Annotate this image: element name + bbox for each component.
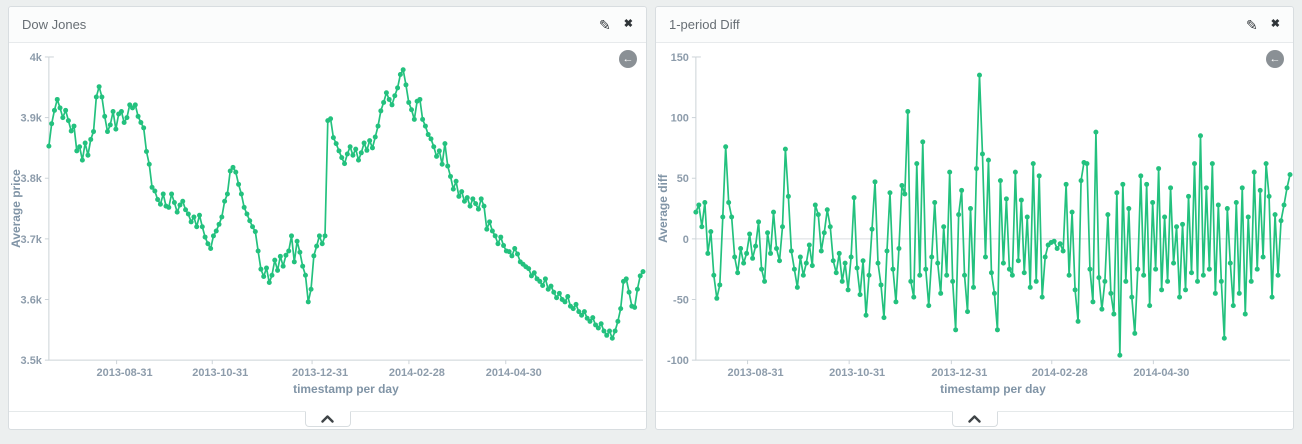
arrow-left-icon: ← <box>1269 52 1281 65</box>
y-tick-label: 3.5k <box>21 355 43 367</box>
y-tick-label: 3.8k <box>21 173 43 185</box>
reset-zoom-button[interactable]: ← <box>1266 50 1284 68</box>
series-line <box>48 68 644 340</box>
panel-footer <box>9 411 646 429</box>
panel-title: 1-period Diff <box>669 17 740 32</box>
panel-header-actions: ✎ ✖ <box>599 18 633 32</box>
panel-dow-jones: Dow Jones ✎ ✖ 3.5k 3.6k 3.7k 3.8k 3.9k 4k 2013… <box>8 6 647 430</box>
y-axis-title: Average diff <box>656 174 670 243</box>
panel-header: 1-period Diff ✎ ✖ <box>656 7 1293 43</box>
axes: 3.5k 3.6k 3.7k 3.8k 3.9k 4k 2013-08-31 2013-10-… <box>21 52 644 379</box>
close-panel-icon[interactable]: ✖ <box>1270 18 1280 30</box>
x-tick-label: 2014-02-28 <box>1032 367 1088 379</box>
y-tick-label: -50 <box>673 294 689 306</box>
panel-header: Dow Jones ✎ ✖ <box>9 7 646 43</box>
panel-header-actions: ✎ ✖ <box>1246 18 1280 32</box>
panel-title: Dow Jones <box>22 17 87 32</box>
collapse-row-button[interactable] <box>304 411 351 427</box>
x-axis-title: timestamp per day <box>940 382 1046 396</box>
x-axis-title: timestamp per day <box>293 382 399 396</box>
chart-area: -100 -50 0 50 100 150 2013-08-31 2013-10-31 2013… <box>656 43 1293 411</box>
x-tick-label: 2013-10-31 <box>192 367 248 379</box>
y-tick-label: 3.6k <box>21 294 43 306</box>
y-tick-label: -100 <box>667 355 689 367</box>
close-panel-icon[interactable]: ✖ <box>623 18 633 30</box>
dow-jones-line-chart[interactable]: 3.5k 3.6k 3.7k 3.8k 3.9k 4k 2013-08-31 2013-10-… <box>9 43 646 411</box>
y-tick-label: 100 <box>671 113 689 125</box>
x-tick-label: 2014-04-30 <box>1133 367 1189 379</box>
chevron-up-icon <box>968 415 981 423</box>
arrow-left-icon: ← <box>622 52 634 65</box>
x-tick-label: 2013-12-31 <box>292 367 348 379</box>
x-tick-label: 2014-02-28 <box>389 367 445 379</box>
y-tick-label: 150 <box>671 52 689 64</box>
y-tick-label: 3.7k <box>21 234 43 246</box>
x-tick-label: 2013-12-31 <box>931 367 987 379</box>
series-line <box>695 74 1291 357</box>
edit-panel-icon[interactable]: ✎ <box>1246 16 1258 33</box>
chevron-up-icon <box>321 415 334 423</box>
panel-footer <box>656 411 1293 429</box>
panel-1-period-diff: 1-period Diff ✎ ✖ -100 -50 0 50 100 150 2013-0… <box>655 6 1294 430</box>
dashboard-row: Dow Jones ✎ ✖ 3.5k 3.6k 3.7k 3.8k 3.9k 4k 2013… <box>8 6 1294 430</box>
y-tick-label: 0 <box>683 234 689 246</box>
chart-area: 3.5k 3.6k 3.7k 3.8k 3.9k 4k 2013-08-31 2013-10-… <box>9 43 646 411</box>
period-diff-line-chart[interactable]: -100 -50 0 50 100 150 2013-08-31 2013-10-31 2013… <box>656 43 1293 411</box>
x-tick-label: 2013-10-31 <box>829 367 885 379</box>
x-tick-label: 2013-08-31 <box>97 367 153 379</box>
x-tick-label: 2013-08-31 <box>728 367 784 379</box>
y-tick-label: 4k <box>30 52 43 64</box>
y-tick-label: 3.9k <box>21 113 43 125</box>
edit-panel-icon[interactable]: ✎ <box>599 16 611 33</box>
data-points <box>46 67 646 341</box>
y-tick-label: 50 <box>677 173 689 185</box>
data-points <box>693 72 1293 358</box>
y-axis-title: Average price <box>9 169 23 248</box>
collapse-row-button[interactable] <box>951 411 998 427</box>
x-tick-label: 2014-04-30 <box>486 367 542 379</box>
reset-zoom-button[interactable]: ← <box>619 50 637 68</box>
axes: -100 -50 0 50 100 150 2013-08-31 2013-10-31 2013… <box>667 52 1291 379</box>
